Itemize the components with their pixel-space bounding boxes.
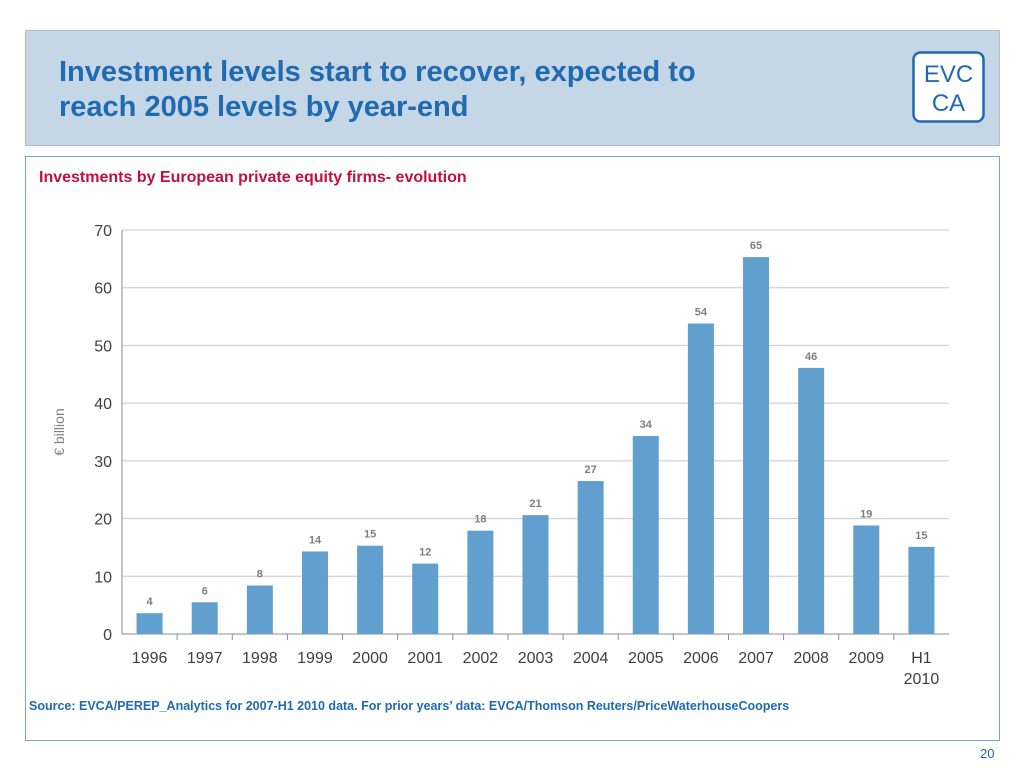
- x-tick-label: 1998: [242, 650, 278, 667]
- y-tick-label: 30: [94, 454, 112, 471]
- header-band: Investment levels start to recover, expe…: [25, 30, 1000, 146]
- bar: [687, 323, 714, 634]
- data-label: 18: [474, 514, 486, 526]
- data-label: 15: [915, 530, 927, 542]
- evca-logo: EVC CA: [912, 51, 985, 123]
- chart-panel: Investments by European private equity f…: [25, 156, 1000, 741]
- bar: [743, 257, 770, 634]
- y-tick-label: 20: [94, 512, 112, 529]
- x-tick-label: 2001: [407, 650, 443, 667]
- page-title-line-1: Investment levels start to recover, expe…: [59, 56, 696, 88]
- data-label: 6: [202, 585, 208, 597]
- logo-text-bottom: CA: [932, 90, 965, 117]
- data-label: 34: [640, 419, 653, 431]
- data-label: 12: [419, 547, 431, 559]
- data-label: 46: [805, 351, 817, 363]
- x-tick-label: 2006: [683, 650, 719, 667]
- data-label: 54: [695, 306, 708, 318]
- data-label: 4: [147, 596, 154, 608]
- bar: [467, 530, 494, 634]
- bar-chart: 0 10 20 30 40 50 60 70 € billion 4 1996 6 1997 8 1998 1…: [51, 223, 949, 688]
- x-tick-label: 2010: [904, 671, 940, 688]
- data-label: 65: [750, 240, 762, 252]
- x-tick-label: 2000: [352, 650, 388, 667]
- y-tick-label: 60: [94, 281, 112, 298]
- data-label: 14: [309, 534, 322, 546]
- x-tick-label: 2002: [463, 650, 499, 667]
- x-tick-label: 1996: [132, 650, 168, 667]
- x-tick-label: H1: [911, 650, 932, 667]
- bar: [798, 367, 825, 634]
- x-tick-label: 2003: [518, 650, 554, 667]
- bar: [301, 551, 328, 634]
- chart-title: Investments by European private equity f…: [39, 169, 467, 186]
- bar: [357, 545, 384, 634]
- bar: [908, 546, 935, 634]
- data-label: 21: [529, 498, 541, 510]
- bar: [632, 436, 659, 634]
- x-tick-label: 2008: [793, 650, 829, 667]
- y-axis-label: € billion: [51, 408, 67, 455]
- page-title-line-2: reach 2005 levels by year-end: [59, 91, 469, 123]
- bar: [853, 525, 880, 634]
- bar: [412, 563, 439, 634]
- x-tick-label: 2004: [573, 650, 609, 667]
- bar: [136, 613, 163, 634]
- page-number: 20: [980, 746, 995, 761]
- bar: [577, 481, 604, 634]
- data-label: 8: [257, 569, 263, 581]
- data-label: 15: [364, 529, 376, 541]
- data-label: 19: [860, 508, 872, 520]
- x-tick-label: 1999: [297, 650, 333, 667]
- bar: [191, 602, 218, 634]
- x-tick-label: 2005: [628, 650, 664, 667]
- source-note: Source: EVCA/PEREP_Analytics for 2007-H1…: [29, 699, 790, 713]
- logo-text-top: EVC: [924, 61, 973, 88]
- x-tick-label: 2009: [849, 650, 885, 667]
- x-tick-label: 1997: [187, 650, 223, 667]
- y-tick-label: 40: [94, 396, 112, 413]
- data-label: 27: [585, 464, 597, 476]
- x-tick-label: 2007: [738, 650, 774, 667]
- page-title: Investment levels start to recover, expe…: [59, 55, 859, 125]
- y-tick-label: 70: [94, 223, 112, 240]
- bar: [522, 515, 549, 634]
- y-tick-label: 50: [94, 338, 112, 355]
- y-tick-label: 0: [103, 627, 112, 644]
- y-tick-label: 10: [94, 569, 112, 586]
- bar: [246, 585, 273, 634]
